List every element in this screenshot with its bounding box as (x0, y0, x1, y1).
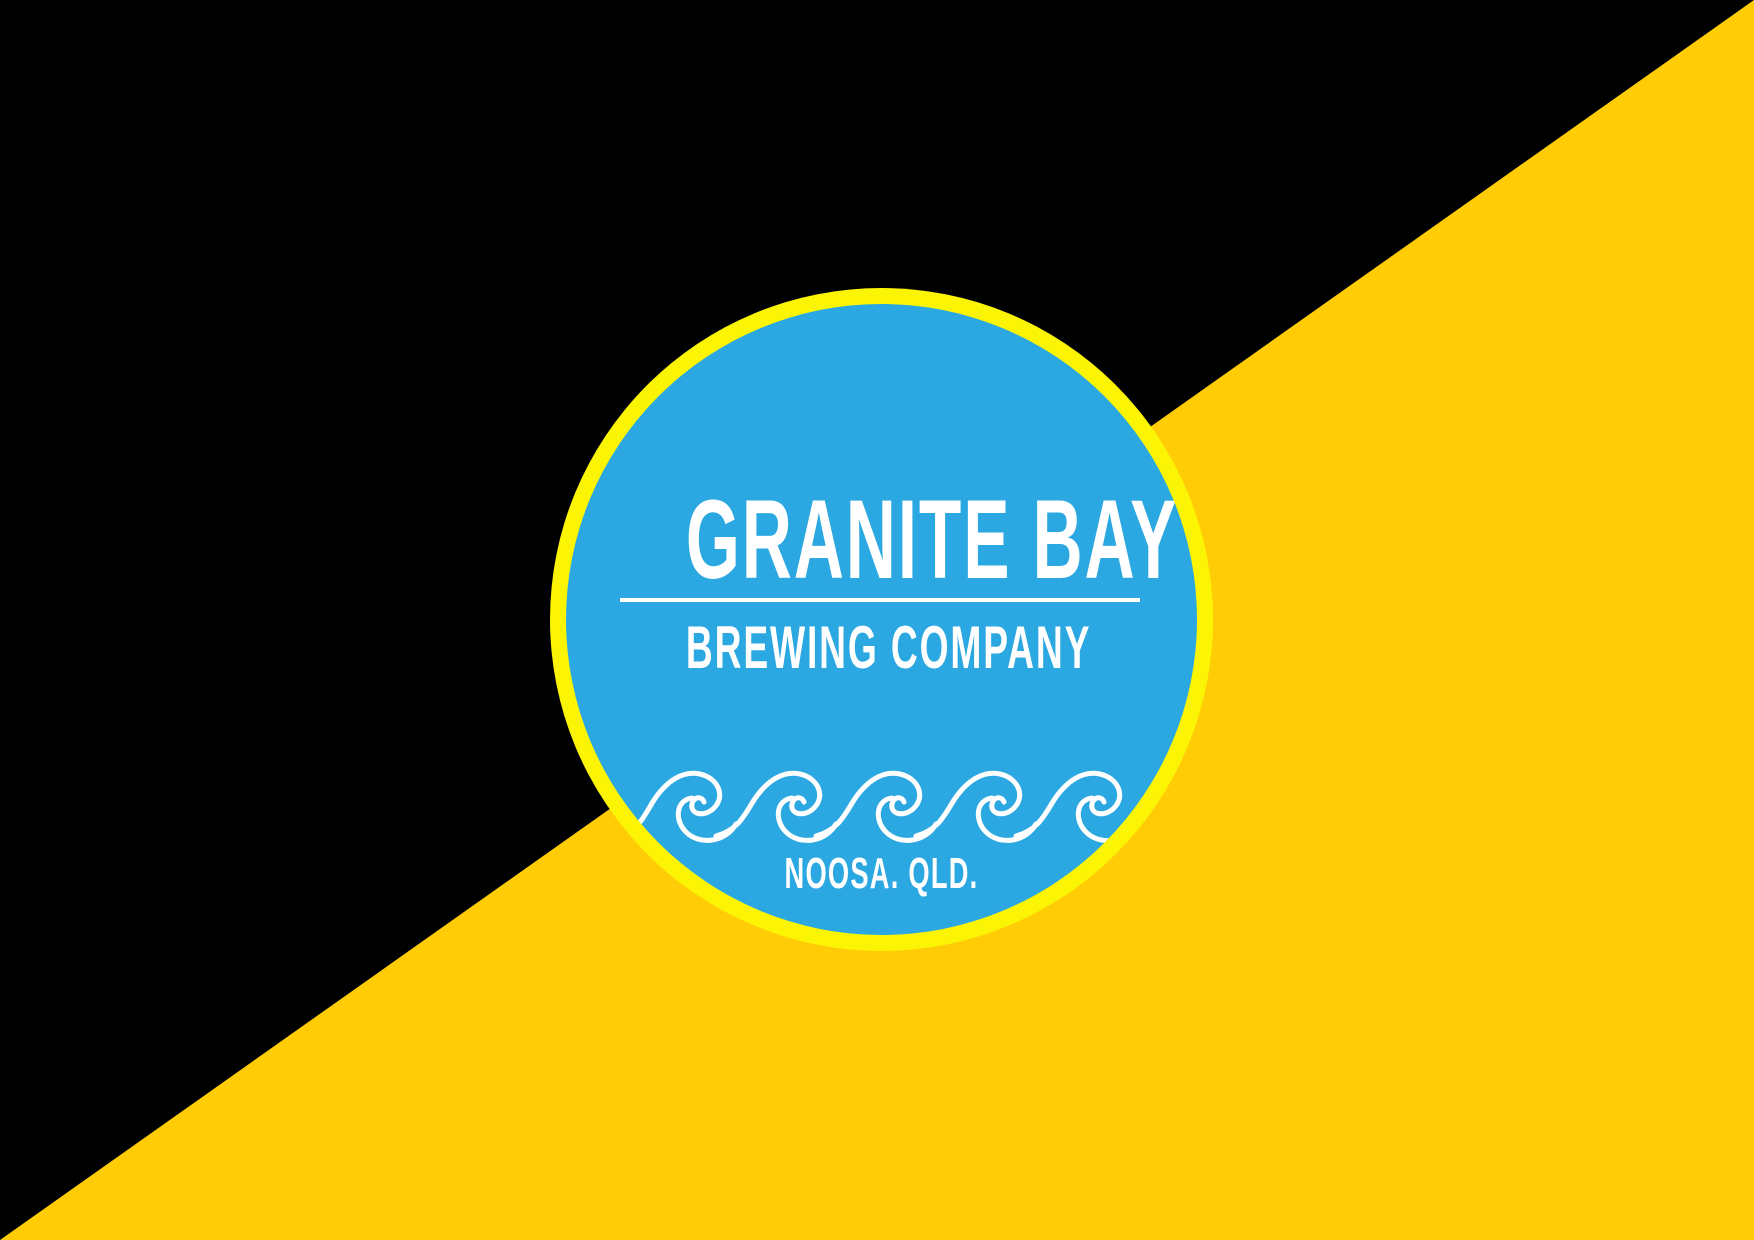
brand-title: GRANITE BAY (685, 477, 1179, 602)
waves-icon (615, 770, 1149, 844)
brand-subtitle: BREWING COMPANY (685, 614, 1092, 681)
logo-badge: GRANITE BAY BREWING COMPANY (566, 304, 1197, 935)
logo-badge-ring: GRANITE BAY BREWING COMPANY (550, 288, 1213, 951)
title-divider (620, 598, 1140, 602)
location-text: NOOSA. QLD. (784, 849, 979, 898)
